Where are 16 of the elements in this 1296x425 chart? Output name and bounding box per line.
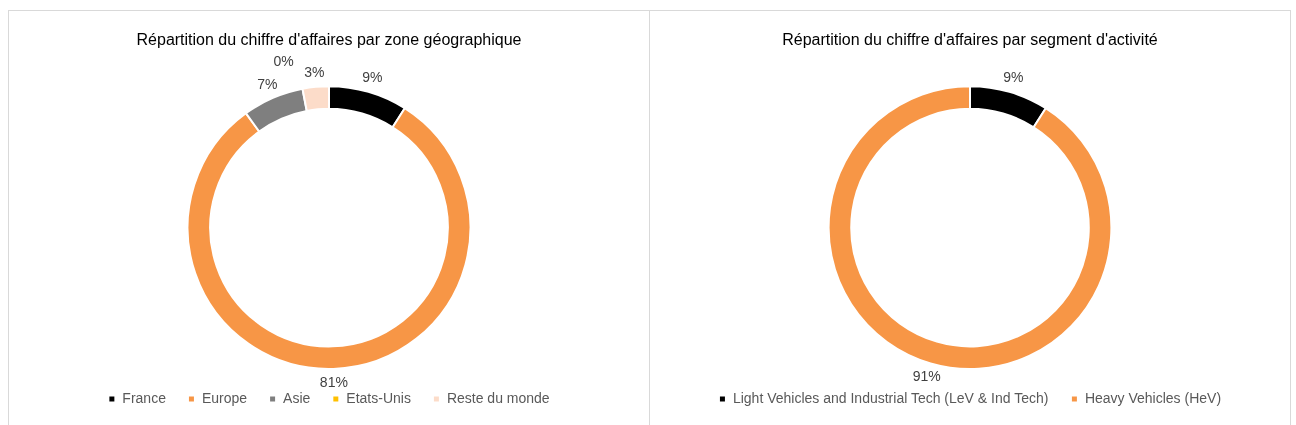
data-label: 3% xyxy=(304,63,325,80)
data-label: 81% xyxy=(319,373,348,390)
legend-label: France xyxy=(122,389,167,406)
text: 0% xyxy=(273,53,294,70)
chart-title: Répartition du chiffre d'affaires par segment d'activité xyxy=(782,31,1158,49)
legend-label: Asie xyxy=(283,389,311,406)
data-label: 9% xyxy=(362,69,383,86)
chart-title: Répartition du chiffre d'affaires par zone géographique xyxy=(136,31,522,49)
legend-label: Etats-Unis xyxy=(346,389,411,406)
data-label: 9% xyxy=(1003,69,1024,86)
legend-label: Heavy Vehicles (HeV) xyxy=(1084,389,1222,406)
legend-label: Europe xyxy=(201,389,248,406)
data-label: 7% xyxy=(257,75,278,92)
data-label: 91% xyxy=(912,367,941,384)
legend-label: Light Vehicles and Industrial Tech (LeV & Ind Tech) xyxy=(732,389,1049,406)
legend-label: Reste du monde xyxy=(446,389,550,406)
